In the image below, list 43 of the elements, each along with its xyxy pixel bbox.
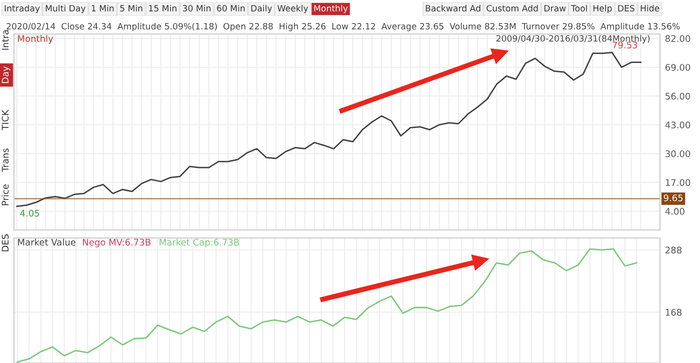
line-series bbox=[16, 248, 638, 363]
annotation: 79.53 bbox=[612, 42, 638, 48]
line-series bbox=[16, 52, 642, 207]
text: Monthly bbox=[314, 4, 348, 14]
text: 5 Min bbox=[120, 4, 142, 12]
text: 1 Min bbox=[92, 4, 114, 12]
chart-subtitle: 2020/02/14 Close 24.34 Amplitude 5.09%(1.18) Open 22.88 High 25.26 Low 22.12 Average 23.65 Volume 82.53M Turnover 29.85% Amplitude 13.56% bbox=[6, 22, 680, 32]
text: Daily bbox=[251, 4, 272, 14]
y-tick-label: 288 bbox=[666, 246, 682, 254]
text: Price bbox=[2, 184, 9, 206]
chart-title: Market Value bbox=[18, 238, 76, 246]
text: Custom Add bbox=[486, 4, 538, 12]
text: 15 Min bbox=[149, 4, 176, 12]
text: Intra bbox=[2, 30, 9, 50]
y-tick-label: 17.00 bbox=[666, 179, 690, 186]
text: Backward Ad bbox=[426, 4, 480, 12]
y-tick-label: 43.00 bbox=[665, 122, 690, 128]
legend-label: Nego MV:6.73B bbox=[82, 238, 150, 248]
y-tick-label: 30.00 bbox=[666, 150, 690, 158]
annotation: 2009/04/30-2016/03/31(84Monthly) bbox=[496, 34, 650, 44]
chart-title: Monthly bbox=[18, 34, 54, 44]
text: Market Cap:6.73B bbox=[160, 238, 240, 248]
y-tick-label: 69.00 bbox=[665, 64, 690, 71]
text: Help bbox=[593, 4, 612, 14]
y-tick-label: 82.00 bbox=[665, 35, 690, 42]
ref-line-label: 9.65 bbox=[664, 194, 683, 202]
text: TICK bbox=[2, 110, 9, 130]
y-tick-label: 168 bbox=[666, 308, 682, 316]
text: Intraday bbox=[4, 4, 40, 14]
text: DES bbox=[618, 4, 634, 12]
y-tick-label: 4.00 bbox=[665, 208, 684, 215]
y-tick-label: 56.00 bbox=[666, 92, 690, 100]
text: 30 Min bbox=[182, 4, 210, 12]
text: Draw bbox=[544, 5, 566, 12]
text: Tool bbox=[570, 4, 587, 12]
text: Weekly bbox=[278, 4, 308, 14]
text: Trans bbox=[2, 148, 9, 172]
text: DES bbox=[2, 234, 9, 252]
text: Hide bbox=[640, 4, 660, 12]
text: 60 Min bbox=[216, 4, 245, 12]
text: Multi Day bbox=[46, 4, 86, 14]
annotation: 4.05 bbox=[20, 210, 40, 217]
text: Day bbox=[2, 66, 10, 84]
